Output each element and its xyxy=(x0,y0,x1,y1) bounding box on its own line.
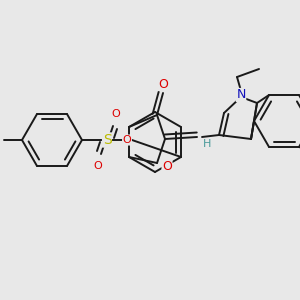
Text: S: S xyxy=(103,133,111,147)
Text: O: O xyxy=(94,161,102,171)
Text: H: H xyxy=(203,139,211,149)
Text: N: N xyxy=(236,88,246,101)
Text: O: O xyxy=(112,109,120,119)
Text: O: O xyxy=(162,160,172,173)
Text: O: O xyxy=(123,135,131,145)
Text: O: O xyxy=(158,77,168,91)
